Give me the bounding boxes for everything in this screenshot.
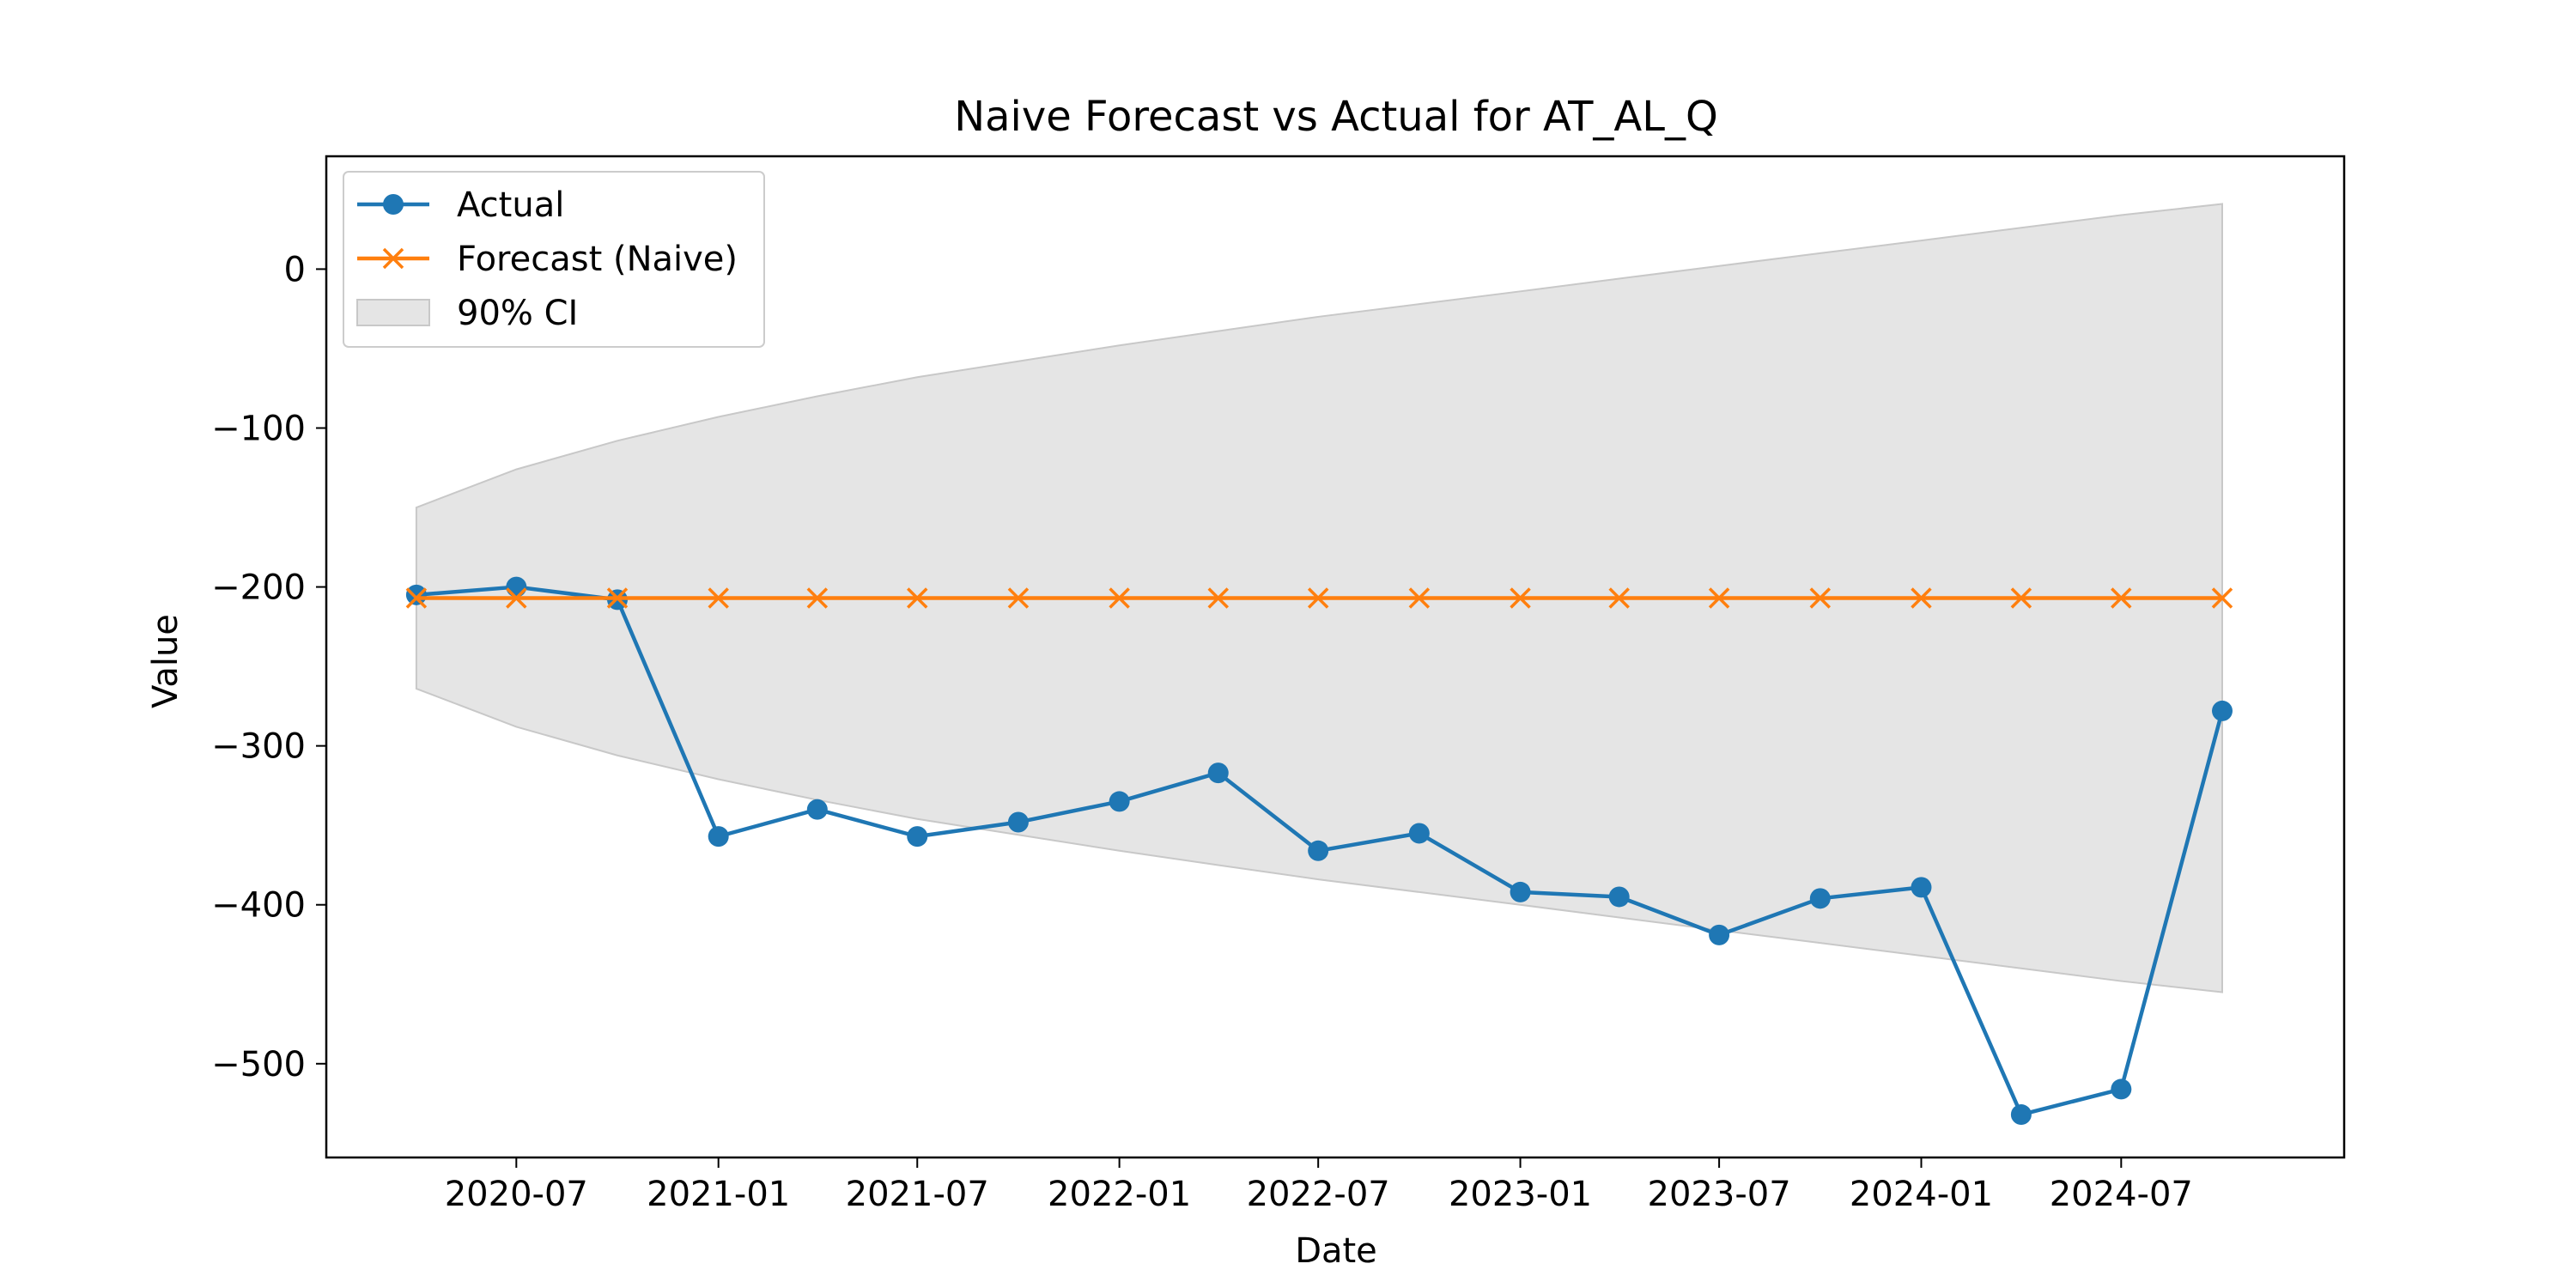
actual-point <box>1911 877 1932 898</box>
x-tick-label: 2024-01 <box>1850 1175 1993 1214</box>
chart-title: Naive Forecast vs Actual for AT_AL_Q <box>954 93 1718 141</box>
actual-point <box>1408 823 1430 844</box>
y-tick-label: −500 <box>211 1045 306 1084</box>
actual-point <box>2212 700 2233 721</box>
x-tick-label: 2023-07 <box>1648 1175 1791 1214</box>
actual-point <box>405 584 427 605</box>
actual-point <box>1109 791 1130 812</box>
legend-label-forecast: Forecast (Naive) <box>457 240 738 279</box>
actual-point <box>1809 888 1831 909</box>
x-tick-label: 2022-07 <box>1247 1175 1390 1214</box>
forecast-point <box>1708 587 1730 609</box>
forecast-point <box>1408 587 1431 609</box>
y-tick-label: −400 <box>211 886 306 926</box>
x-tick-label: 2024-07 <box>2050 1175 2193 1214</box>
legend-ci-swatch <box>356 299 430 326</box>
forecast-point <box>1109 587 1130 609</box>
forecast-point <box>405 587 428 609</box>
actual-point <box>506 576 527 598</box>
actual-point <box>708 826 729 848</box>
forecast-point <box>708 587 729 609</box>
actual-point <box>2010 1104 2032 1126</box>
x-tick-label: 2022-01 <box>1048 1175 1191 1214</box>
x-tick-label: 2021-07 <box>846 1175 989 1214</box>
y-tick-label: −300 <box>211 727 306 767</box>
actual-point <box>1207 762 1229 784</box>
x-axis-label: Date <box>1295 1231 1377 1271</box>
legend: Actual Forecast (Naive) 90% CI <box>343 171 765 348</box>
plot-frame <box>325 155 2346 1159</box>
actual-point <box>2111 1078 2132 1100</box>
actual-point <box>806 799 828 820</box>
forecast-point <box>1207 587 1229 609</box>
forecast-point <box>2010 587 2032 609</box>
x-tick-label: 2020-07 <box>445 1175 588 1214</box>
legend-actual-marker <box>383 194 404 215</box>
y-axis: 0 −100 −200 −300 −400 −500 <box>211 250 326 1084</box>
forecast-point <box>506 587 527 609</box>
x-axis: 2020-07 2021-01 2021-07 2022-01 2022-07 2023-… <box>445 1157 2193 1214</box>
y-tick-label: 0 <box>284 250 306 289</box>
forecast-point <box>2111 587 2132 609</box>
legend-box <box>343 171 765 348</box>
plot-area <box>325 155 2346 1159</box>
legend-forecast-marker <box>382 247 404 270</box>
x-tick-label: 2023-01 <box>1449 1175 1592 1214</box>
y-axis-label: Value <box>146 614 185 708</box>
forecast-point <box>1608 587 1630 609</box>
forecast-point <box>1809 587 1832 609</box>
x-tick-label: 2021-01 <box>647 1175 790 1214</box>
y-tick-label: −200 <box>211 568 306 608</box>
y-tick-label: −100 <box>211 409 306 448</box>
forecast-point <box>1911 587 1932 609</box>
forecast-point <box>2211 587 2233 609</box>
forecast-point <box>1307 587 1329 609</box>
actual-point <box>1007 811 1029 833</box>
forecast-point <box>1007 587 1030 609</box>
actual-point <box>1308 840 1329 861</box>
actual-point <box>907 826 928 848</box>
legend-label-actual: Actual <box>457 185 564 225</box>
legend-label-ci: 90% CI <box>457 294 578 333</box>
actual-point <box>1608 886 1630 908</box>
forecast-point <box>907 587 928 609</box>
forecast-point <box>1510 587 1531 609</box>
forecast-point <box>606 587 629 609</box>
actual-point <box>1709 924 1730 945</box>
forecast-point <box>806 587 829 609</box>
actual-point <box>1510 881 1531 902</box>
